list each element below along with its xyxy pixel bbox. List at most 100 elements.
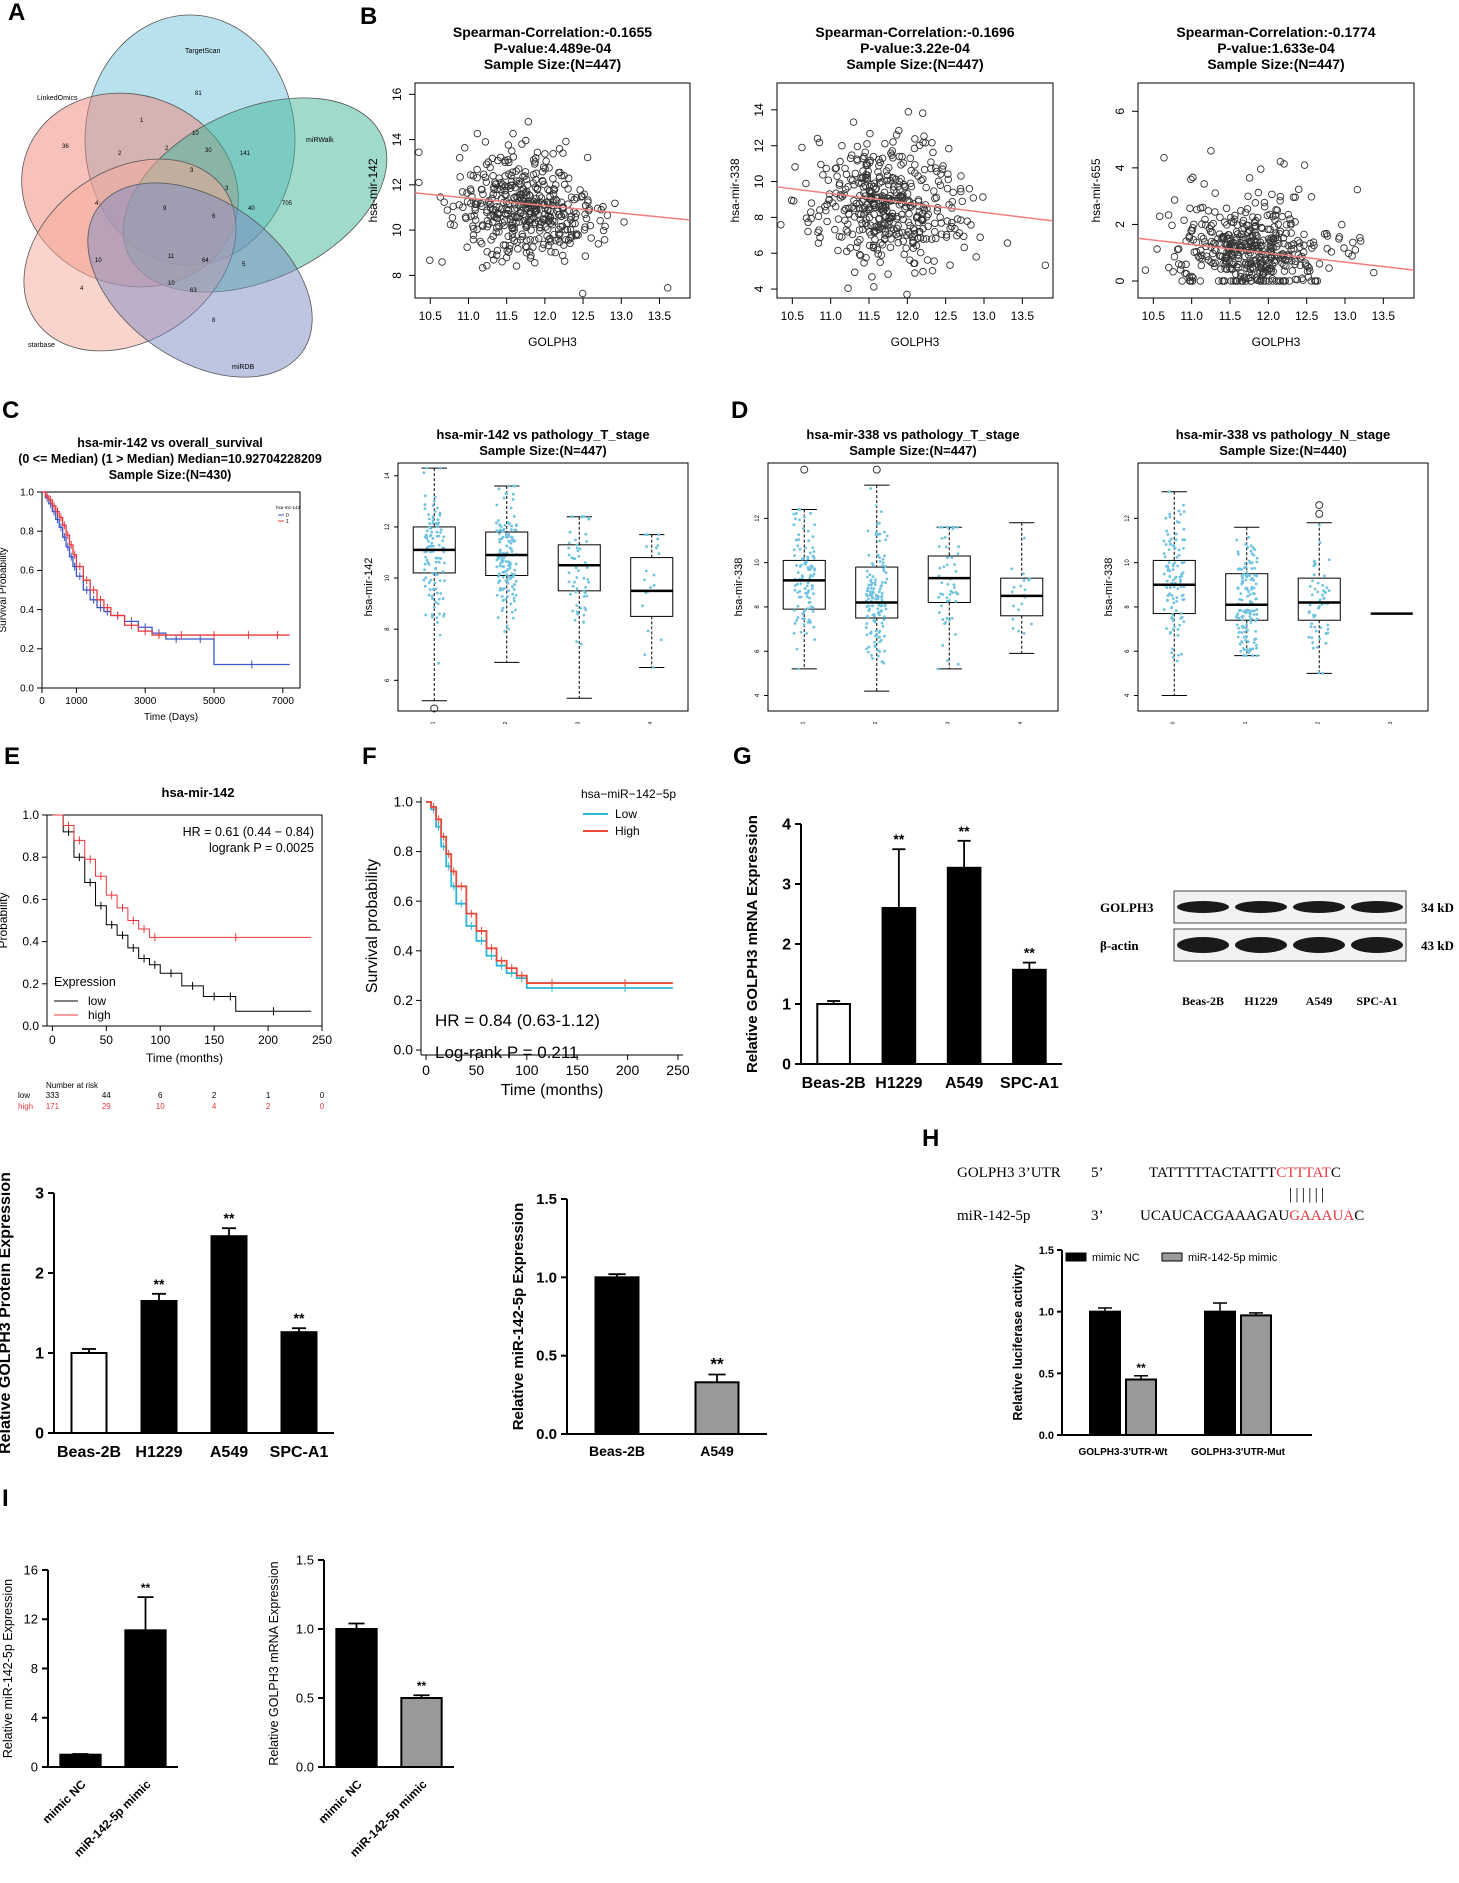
- jitter-point: [1168, 539, 1171, 543]
- data-point: [928, 138, 936, 147]
- jitter-point: [801, 557, 805, 561]
- jitter-point: [498, 540, 502, 544]
- jitter-point: [953, 563, 956, 566]
- data-point: [1215, 252, 1224, 260]
- data-point: [1340, 244, 1348, 252]
- protein-band: [1351, 937, 1403, 953]
- jitter-point: [1166, 594, 1170, 597]
- jitter-point: [795, 564, 798, 567]
- data-point: [1194, 252, 1203, 261]
- data-point: [802, 179, 810, 188]
- data-point: [888, 151, 896, 159]
- jitter-point: [1255, 556, 1259, 560]
- data-point: [932, 193, 941, 202]
- jitter-point: [796, 591, 800, 594]
- data-point: [887, 196, 896, 204]
- data-point: [526, 235, 534, 244]
- jitter-point: [436, 522, 439, 526]
- y-tick-label: 12: [1125, 514, 1131, 521]
- y-tick-label: 2: [782, 936, 791, 953]
- jitter-point: [645, 545, 648, 548]
- plot-frame: [41, 491, 301, 689]
- x-tick-label: 250: [312, 1033, 332, 1047]
- jitter-point: [943, 535, 947, 539]
- data-point: [511, 212, 519, 221]
- data-point: [1211, 259, 1219, 267]
- jitter-point: [796, 582, 799, 586]
- jitter-point: [423, 503, 427, 507]
- data-point: [1188, 277, 1197, 285]
- jitter-point: [1322, 589, 1325, 593]
- jitter-point: [1235, 538, 1239, 542]
- data-point: [863, 175, 872, 184]
- jitter-point: [793, 621, 797, 625]
- jitter-point: [1307, 635, 1311, 639]
- jitter-point: [436, 621, 439, 624]
- jitter-point: [1162, 552, 1166, 555]
- data-point: [911, 269, 919, 277]
- jitter-point: [1177, 553, 1181, 557]
- data-point: [512, 167, 520, 175]
- data-point: [919, 235, 928, 243]
- jitter-point: [1254, 643, 1258, 647]
- jitter-point: [442, 535, 446, 539]
- outlier-point: [1315, 509, 1324, 518]
- jitter-point: [1247, 590, 1250, 593]
- y-tick-label: 14: [390, 133, 404, 147]
- data-point: [518, 140, 526, 148]
- jitter-point: [1175, 555, 1179, 559]
- data-point: [566, 215, 575, 224]
- data-point: [455, 154, 464, 162]
- jitter-point: [575, 610, 579, 614]
- data-point: [1269, 234, 1278, 243]
- jitter-point: [804, 546, 807, 550]
- x-tick-label: 12.0: [1257, 309, 1281, 323]
- jitter-point: [431, 521, 435, 525]
- data-point: [545, 164, 553, 172]
- data-point: [470, 211, 478, 220]
- scatter-B2: Spearman-Correlation:-0.1696P-value:3.22…: [728, 24, 1054, 349]
- data-point: [1174, 245, 1183, 253]
- data-point: [1282, 221, 1291, 229]
- data-point: [1249, 264, 1257, 273]
- data-point: [1323, 244, 1331, 253]
- jitter-point: [513, 583, 517, 586]
- legend-title: hsa−miR−142−5p: [581, 787, 676, 801]
- data-point: [546, 234, 554, 243]
- jitter-point: [940, 536, 944, 540]
- bar: [335, 1628, 378, 1768]
- km-C1: 0 1000 3000 5000 70000.00.20.40.60.81.0Time …: [0, 487, 301, 723]
- data-point: [1315, 260, 1324, 268]
- jitter-point: [511, 616, 515, 620]
- jitter-point: [509, 547, 513, 551]
- jitter-point: [1322, 596, 1326, 600]
- jitter-point: [582, 595, 586, 598]
- jitter-point: [1252, 592, 1256, 596]
- data-point: [508, 168, 517, 176]
- jitter-point: [1308, 610, 1311, 613]
- jitter-point: [437, 560, 441, 564]
- bar: [1089, 1310, 1121, 1436]
- data-point: [1258, 224, 1267, 233]
- data-point: [873, 193, 881, 202]
- data-point: [1160, 153, 1168, 162]
- data-point: [907, 182, 916, 191]
- jitter-point: [571, 584, 575, 588]
- data-point: [620, 218, 628, 226]
- data-point: [843, 247, 851, 256]
- data-point: [1196, 277, 1205, 285]
- jitter-point: [576, 549, 580, 553]
- venn-count: 40: [248, 206, 255, 212]
- jitter-point: [497, 556, 500, 560]
- jitter-point: [946, 556, 949, 560]
- jitter-point: [1183, 538, 1187, 542]
- venn-count: 64: [202, 258, 209, 264]
- significance-mark: **: [224, 1210, 235, 1226]
- jitter-point: [794, 584, 797, 587]
- data-point: [942, 231, 951, 239]
- regression-line: [1137, 237, 1415, 271]
- data-point: [876, 223, 884, 232]
- jitter-point: [941, 593, 945, 596]
- significance-mark: **: [141, 1581, 151, 1595]
- data-point: [1197, 232, 1206, 241]
